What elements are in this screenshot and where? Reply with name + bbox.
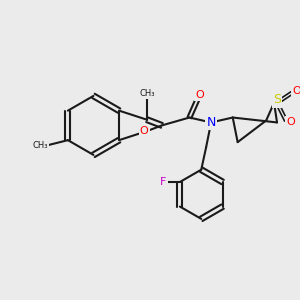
Text: O: O — [195, 90, 204, 100]
Text: CH₃: CH₃ — [33, 141, 48, 150]
Text: O: O — [140, 126, 148, 136]
Text: N: N — [206, 116, 216, 129]
Text: O: O — [292, 86, 300, 96]
Text: CH₃: CH₃ — [140, 89, 155, 98]
Text: S: S — [273, 93, 281, 106]
Text: O: O — [286, 117, 295, 128]
Text: F: F — [160, 177, 166, 187]
